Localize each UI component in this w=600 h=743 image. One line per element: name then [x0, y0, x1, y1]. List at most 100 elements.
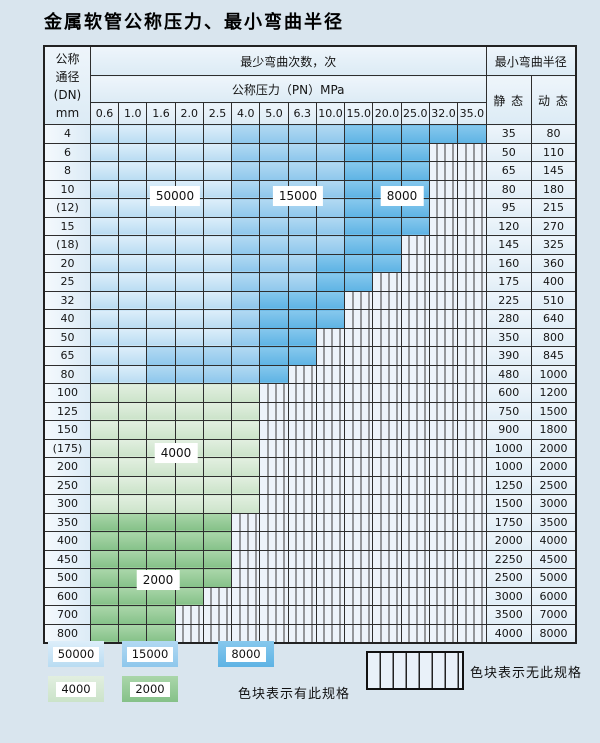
- cell-no-spec: [428, 309, 459, 329]
- cell-no-spec: [400, 420, 430, 440]
- cell-4000: [146, 494, 176, 514]
- cell-8000: [287, 346, 317, 366]
- pressure-col-header: 2.5: [202, 102, 233, 125]
- cell-4000: [231, 457, 261, 477]
- cell-50000: [118, 142, 148, 162]
- cell-no-spec: [372, 531, 402, 551]
- cell-8000: [344, 272, 374, 292]
- cell-2000: [202, 568, 233, 588]
- dn-value: 25: [43, 272, 91, 292]
- cell-no-spec: [344, 623, 374, 644]
- dn-value: 15: [43, 216, 91, 236]
- legend-box-2000: 2000: [122, 676, 178, 702]
- cell-no-spec: [457, 142, 487, 162]
- table-row: 25 175 400: [43, 272, 577, 292]
- dynamic-radius-value: 3000: [530, 494, 577, 514]
- dynamic-radius-value: 325: [530, 235, 577, 255]
- cell-no-spec: [372, 438, 402, 458]
- cell-2000: [89, 623, 120, 644]
- cell-no-spec: [287, 383, 317, 403]
- cell-4000: [202, 438, 233, 458]
- cell-no-spec: [457, 272, 487, 292]
- cell-no-spec: [457, 438, 487, 458]
- cell-no-spec: [457, 494, 487, 514]
- cell-no-spec: [231, 531, 261, 551]
- static-radius-value: 160: [485, 253, 532, 273]
- table-row: 50 350 800: [43, 327, 577, 347]
- dynamic-radius-value: 215: [530, 198, 577, 218]
- cell-no-spec: [259, 457, 289, 477]
- cell-no-spec: [428, 531, 459, 551]
- cell-8000: [457, 124, 487, 144]
- cell-no-spec: [344, 401, 374, 421]
- cell-no-spec: [315, 605, 346, 625]
- static-radius-value: 35: [485, 124, 532, 144]
- table-row: 6 50 110: [43, 142, 577, 162]
- cell-15000: [287, 124, 317, 144]
- cycles-overlay-label: 8000: [380, 186, 424, 206]
- cell-15000: [287, 216, 317, 236]
- cell-8000: [344, 161, 374, 181]
- cell-2000: [146, 586, 176, 606]
- table-row: 40 280 640: [43, 309, 577, 329]
- cell-no-spec: [428, 457, 459, 477]
- cell-no-spec: [400, 438, 430, 458]
- cell-15000: [259, 235, 289, 255]
- cell-no-spec: [315, 346, 346, 366]
- static-radius-value: 1250: [485, 475, 532, 495]
- pressure-col-header: 6.3: [287, 102, 317, 125]
- cell-50000: [89, 309, 120, 329]
- pressure-col-header: 25.0: [400, 102, 430, 125]
- page-title: 金属软管公称压力、最小弯曲半径: [44, 12, 344, 33]
- legend-has-spec-text: 色块表示有此规格: [238, 687, 351, 702]
- header-dn: 公称 通径 (DN) mm: [43, 45, 91, 125]
- static-radius-value: 225: [485, 290, 532, 310]
- pressure-col-header: 20.0: [372, 102, 402, 125]
- cell-no-spec: [287, 586, 317, 606]
- cell-50000: [89, 272, 120, 292]
- cell-15000: [315, 216, 346, 236]
- cell-no-spec: [400, 272, 430, 292]
- cell-8000: [372, 253, 402, 273]
- table-row: 150 900 1800: [43, 420, 577, 440]
- cell-2000: [89, 531, 120, 551]
- cell-no-spec: [344, 531, 374, 551]
- cell-15000: [315, 235, 346, 255]
- cell-15000: [315, 179, 346, 199]
- header-dn-line4: mm: [55, 105, 80, 120]
- cell-50000: [174, 309, 204, 329]
- cell-no-spec: [400, 475, 430, 495]
- cell-50000: [146, 290, 176, 310]
- cell-15000: [174, 346, 204, 366]
- dn-value: 600: [43, 586, 91, 606]
- cell-8000: [287, 309, 317, 329]
- cell-15000: [146, 346, 176, 366]
- cell-no-spec: [400, 346, 430, 366]
- cell-50000: [146, 253, 176, 273]
- cell-no-spec: [344, 457, 374, 477]
- dn-value: 10: [43, 179, 91, 199]
- cell-15000: [287, 142, 317, 162]
- cell-no-spec: [315, 586, 346, 606]
- legend-box-4000: 4000: [48, 676, 104, 702]
- cell-8000: [400, 216, 430, 236]
- cell-no-spec: [315, 549, 346, 569]
- cell-no-spec: [457, 549, 487, 569]
- cell-15000: [146, 364, 176, 384]
- dn-value: 450: [43, 549, 91, 569]
- dn-value: 150: [43, 420, 91, 440]
- table-row: 15 120 270: [43, 216, 577, 236]
- pressure-col-header: 5.0: [259, 102, 289, 125]
- cycles-overlay-label: 4000: [154, 443, 198, 463]
- cell-no-spec: [428, 346, 459, 366]
- cell-50000: [89, 235, 120, 255]
- cell-50000: [174, 161, 204, 181]
- table-row: (18) 145 325: [43, 235, 577, 255]
- cell-4000: [89, 438, 120, 458]
- cell-no-spec: [202, 586, 233, 606]
- dn-value: 50: [43, 327, 91, 347]
- static-radius-value: 175: [485, 272, 532, 292]
- cell-15000: [174, 364, 204, 384]
- table-row: 80 480 1000: [43, 364, 577, 384]
- cell-no-spec: [231, 605, 261, 625]
